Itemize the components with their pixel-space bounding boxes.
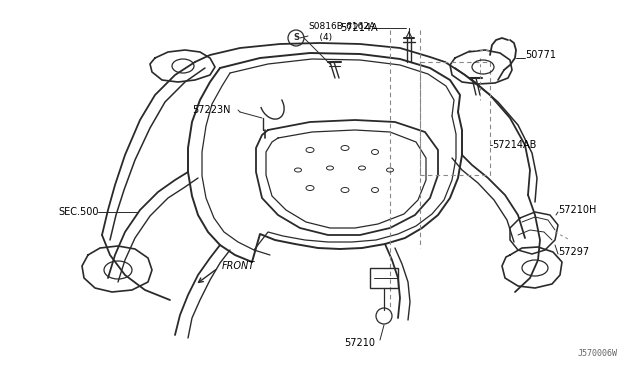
Text: 50771: 50771 xyxy=(525,50,556,60)
Text: FRONT: FRONT xyxy=(222,261,255,271)
Text: 57214A: 57214A xyxy=(340,23,378,33)
Text: 57297: 57297 xyxy=(558,247,589,257)
Text: J570006W: J570006W xyxy=(578,349,618,358)
Text: 57214AB: 57214AB xyxy=(492,140,536,150)
Text: 57210: 57210 xyxy=(344,338,376,348)
Text: S0816B-6162A
    (4): S0816B-6162A (4) xyxy=(308,22,375,42)
Text: 57210H: 57210H xyxy=(558,205,596,215)
Text: S: S xyxy=(293,33,299,42)
Text: 57223N: 57223N xyxy=(192,105,230,115)
Bar xyxy=(370,268,398,288)
Text: SEC.500: SEC.500 xyxy=(58,207,99,217)
